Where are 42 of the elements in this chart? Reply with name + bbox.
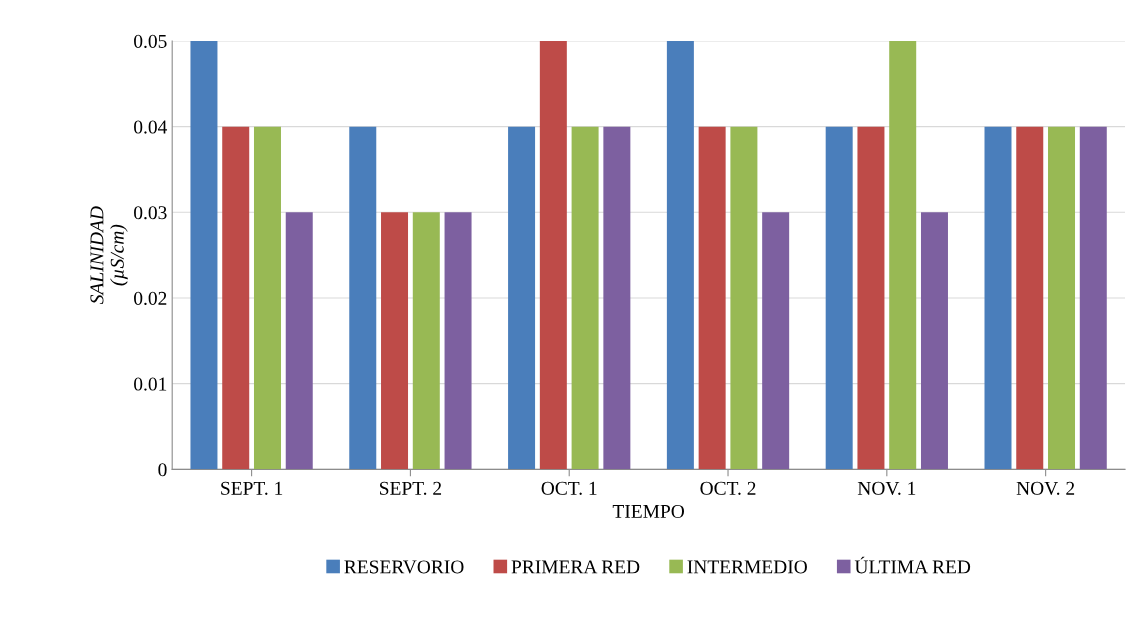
y-tick-label: 0.04 [134, 120, 168, 134]
bar [603, 126, 631, 470]
legend-label: PRIMERA RED [511, 560, 640, 574]
bar [857, 126, 885, 470]
x-tick-label: SEPT. 1 [221, 481, 283, 495]
x-tick-label: SEPT. 2 [380, 481, 442, 495]
bar [825, 126, 853, 470]
bar [730, 126, 758, 470]
bar [920, 212, 948, 470]
bar [253, 126, 281, 470]
bar [539, 40, 567, 470]
bar [222, 126, 250, 470]
y-tick-label: 0.02 [134, 291, 167, 306]
x-tick-label: OCT. 1 [541, 481, 597, 495]
bar [508, 126, 536, 470]
bar [190, 40, 218, 470]
bar [1016, 126, 1044, 470]
x-axis-title: TIEMPO [612, 504, 685, 519]
bar [984, 126, 1012, 470]
x-tick-label: NOV. 2 [1016, 481, 1075, 495]
bar [889, 40, 917, 470]
bar [1079, 126, 1107, 470]
y-axis-title: SALINIDAD (µS/cm) [90, 206, 128, 305]
bar [381, 212, 409, 470]
legend-label: ÚLTIMA RED [854, 556, 971, 574]
bar [666, 40, 694, 470]
y-tick-label: 0.03 [134, 206, 167, 220]
x-tick-label: OCT. 2 [700, 481, 756, 495]
legend-label: INTERMEDIO [687, 560, 807, 574]
x-tick-label: NOV. 1 [857, 481, 916, 495]
bar [1048, 126, 1076, 470]
y-tick-label: 0.05 [134, 34, 167, 48]
bar [349, 126, 377, 470]
y-tick-label: 0.01 [134, 377, 167, 391]
bar [444, 212, 472, 470]
bar [698, 126, 726, 470]
bar [571, 126, 599, 470]
bar [412, 212, 440, 470]
bar [762, 212, 790, 470]
bar [285, 212, 313, 470]
y-tick-label: 0 [158, 463, 167, 477]
legend-label: RESERVORIO [344, 560, 464, 574]
